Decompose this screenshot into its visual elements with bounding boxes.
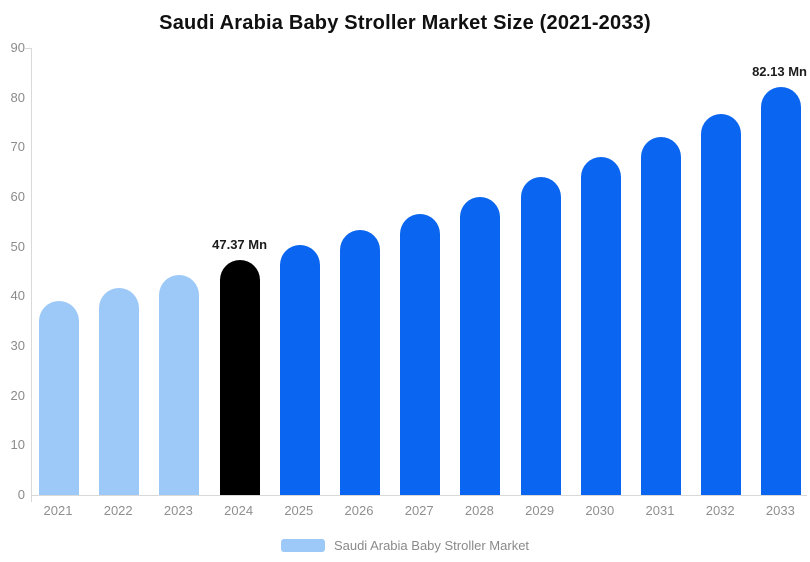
y-tick-label-90: 90 — [10, 40, 25, 55]
x-tick-label-2028: 2028 — [464, 503, 494, 518]
y-tick-label-80: 80 — [10, 89, 25, 105]
legend-item[interactable]: Saudi Arabia Baby Stroller Market — [280, 537, 530, 553]
y-tick-label-10: 10 — [10, 437, 25, 453]
x-tick-label-2023: 2023 — [163, 503, 193, 518]
bar-2031[interactable] — [641, 136, 681, 495]
bar-2030[interactable] — [580, 157, 621, 495]
bar-2032[interactable] — [701, 113, 742, 495]
x-axis-left-tick — [31, 496, 32, 502]
bar-2021[interactable] — [39, 301, 79, 495]
legend-swatch-icon — [280, 538, 325, 552]
bar-2033[interactable] — [761, 87, 802, 495]
bar-2023[interactable] — [159, 274, 200, 495]
chart-title: Saudi Arabia Baby Stroller Market Size (… — [159, 12, 651, 34]
y-tick-label-70: 70 — [10, 139, 25, 155]
x-tick-label-2025: 2025 — [284, 503, 314, 518]
x-tick-label-2024: 2024 — [224, 503, 254, 518]
x-tick-label-2031: 2031 — [645, 503, 675, 518]
y-tick-label-0: 0 — [17, 487, 25, 502]
bar-2029[interactable] — [520, 177, 561, 495]
y-tick-label-60: 60 — [10, 189, 25, 204]
x-tick-label-2033: 2033 — [765, 503, 795, 518]
bar-2028[interactable] — [460, 196, 501, 495]
legend-label: Saudi Arabia Baby Stroller Market — [333, 537, 530, 553]
x-tick-label-2030: 2030 — [585, 503, 615, 518]
x-tick-label-2021: 2021 — [43, 503, 73, 518]
bar-value-label-2024: 47.37 Mn — [212, 236, 268, 252]
y-tick-label-50: 50 — [10, 238, 25, 254]
x-tick-label-2029: 2029 — [525, 503, 555, 518]
y-tick-label-40: 40 — [10, 288, 25, 304]
y-axis-top-tick — [25, 48, 31, 49]
y-axis: 0 10 20 30 40 50 60 70 80 90 — [0, 40, 25, 502]
x-tick-label-2032: 2032 — [705, 503, 735, 518]
y-tick-label-20: 20 — [10, 387, 25, 403]
bar-2022[interactable] — [99, 288, 140, 495]
bar-2026[interactable] — [340, 229, 380, 495]
x-tick-label-2027: 2027 — [404, 503, 434, 518]
bar-value-label-2033: 82.13 Mn — [752, 64, 807, 80]
x-tick-label-2026: 2026 — [344, 503, 374, 518]
x-tick-label-2022: 2022 — [103, 503, 133, 518]
bar-2025[interactable] — [279, 244, 320, 495]
bar-2024[interactable] — [219, 259, 260, 495]
bar-2027[interactable] — [400, 213, 441, 495]
legend: Saudi Arabia Baby Stroller Market — [0, 535, 810, 555]
x-axis: 2021 2022 2023 2024 2025 2026 2027 2028 2029 2030… — [31, 502, 806, 522]
y-tick-label-30: 30 — [10, 338, 25, 353]
plot-area: 47.37 Mn 82.13 Mn — [25, 48, 807, 502]
